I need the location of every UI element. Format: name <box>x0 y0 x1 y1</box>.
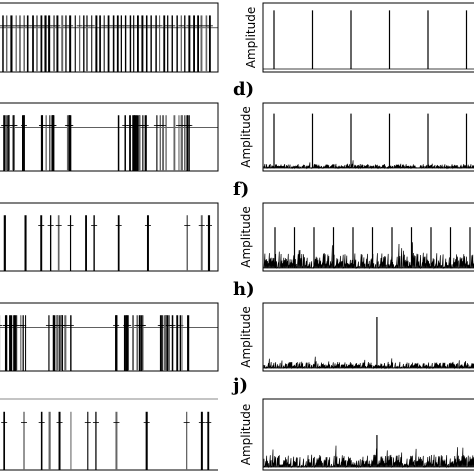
left-frame <box>0 2 219 73</box>
y-axis-label: Amplitude <box>239 404 253 466</box>
left-frame <box>0 202 219 272</box>
y-axis-label: Amplitude <box>244 7 258 69</box>
right-frame <box>262 2 474 73</box>
noise-trace <box>263 356 474 370</box>
y-axis-label: Amplitude <box>239 106 253 168</box>
right-frame <box>262 102 474 172</box>
panel-label: j) <box>231 375 248 396</box>
noise-trace <box>263 160 474 170</box>
left-frame <box>0 102 219 172</box>
left-frame <box>0 302 219 372</box>
noise-trace <box>263 445 474 469</box>
right-frame <box>262 398 474 471</box>
panel-label: d) <box>233 79 254 100</box>
y-axis-label: Amplitude <box>239 206 253 268</box>
panel-label: f) <box>233 179 249 200</box>
right-frame <box>262 202 474 272</box>
y-axis-label: Amplitude <box>239 306 253 368</box>
noise-trace <box>263 242 474 270</box>
right-frame <box>262 302 474 372</box>
panel-label: h) <box>233 279 255 300</box>
